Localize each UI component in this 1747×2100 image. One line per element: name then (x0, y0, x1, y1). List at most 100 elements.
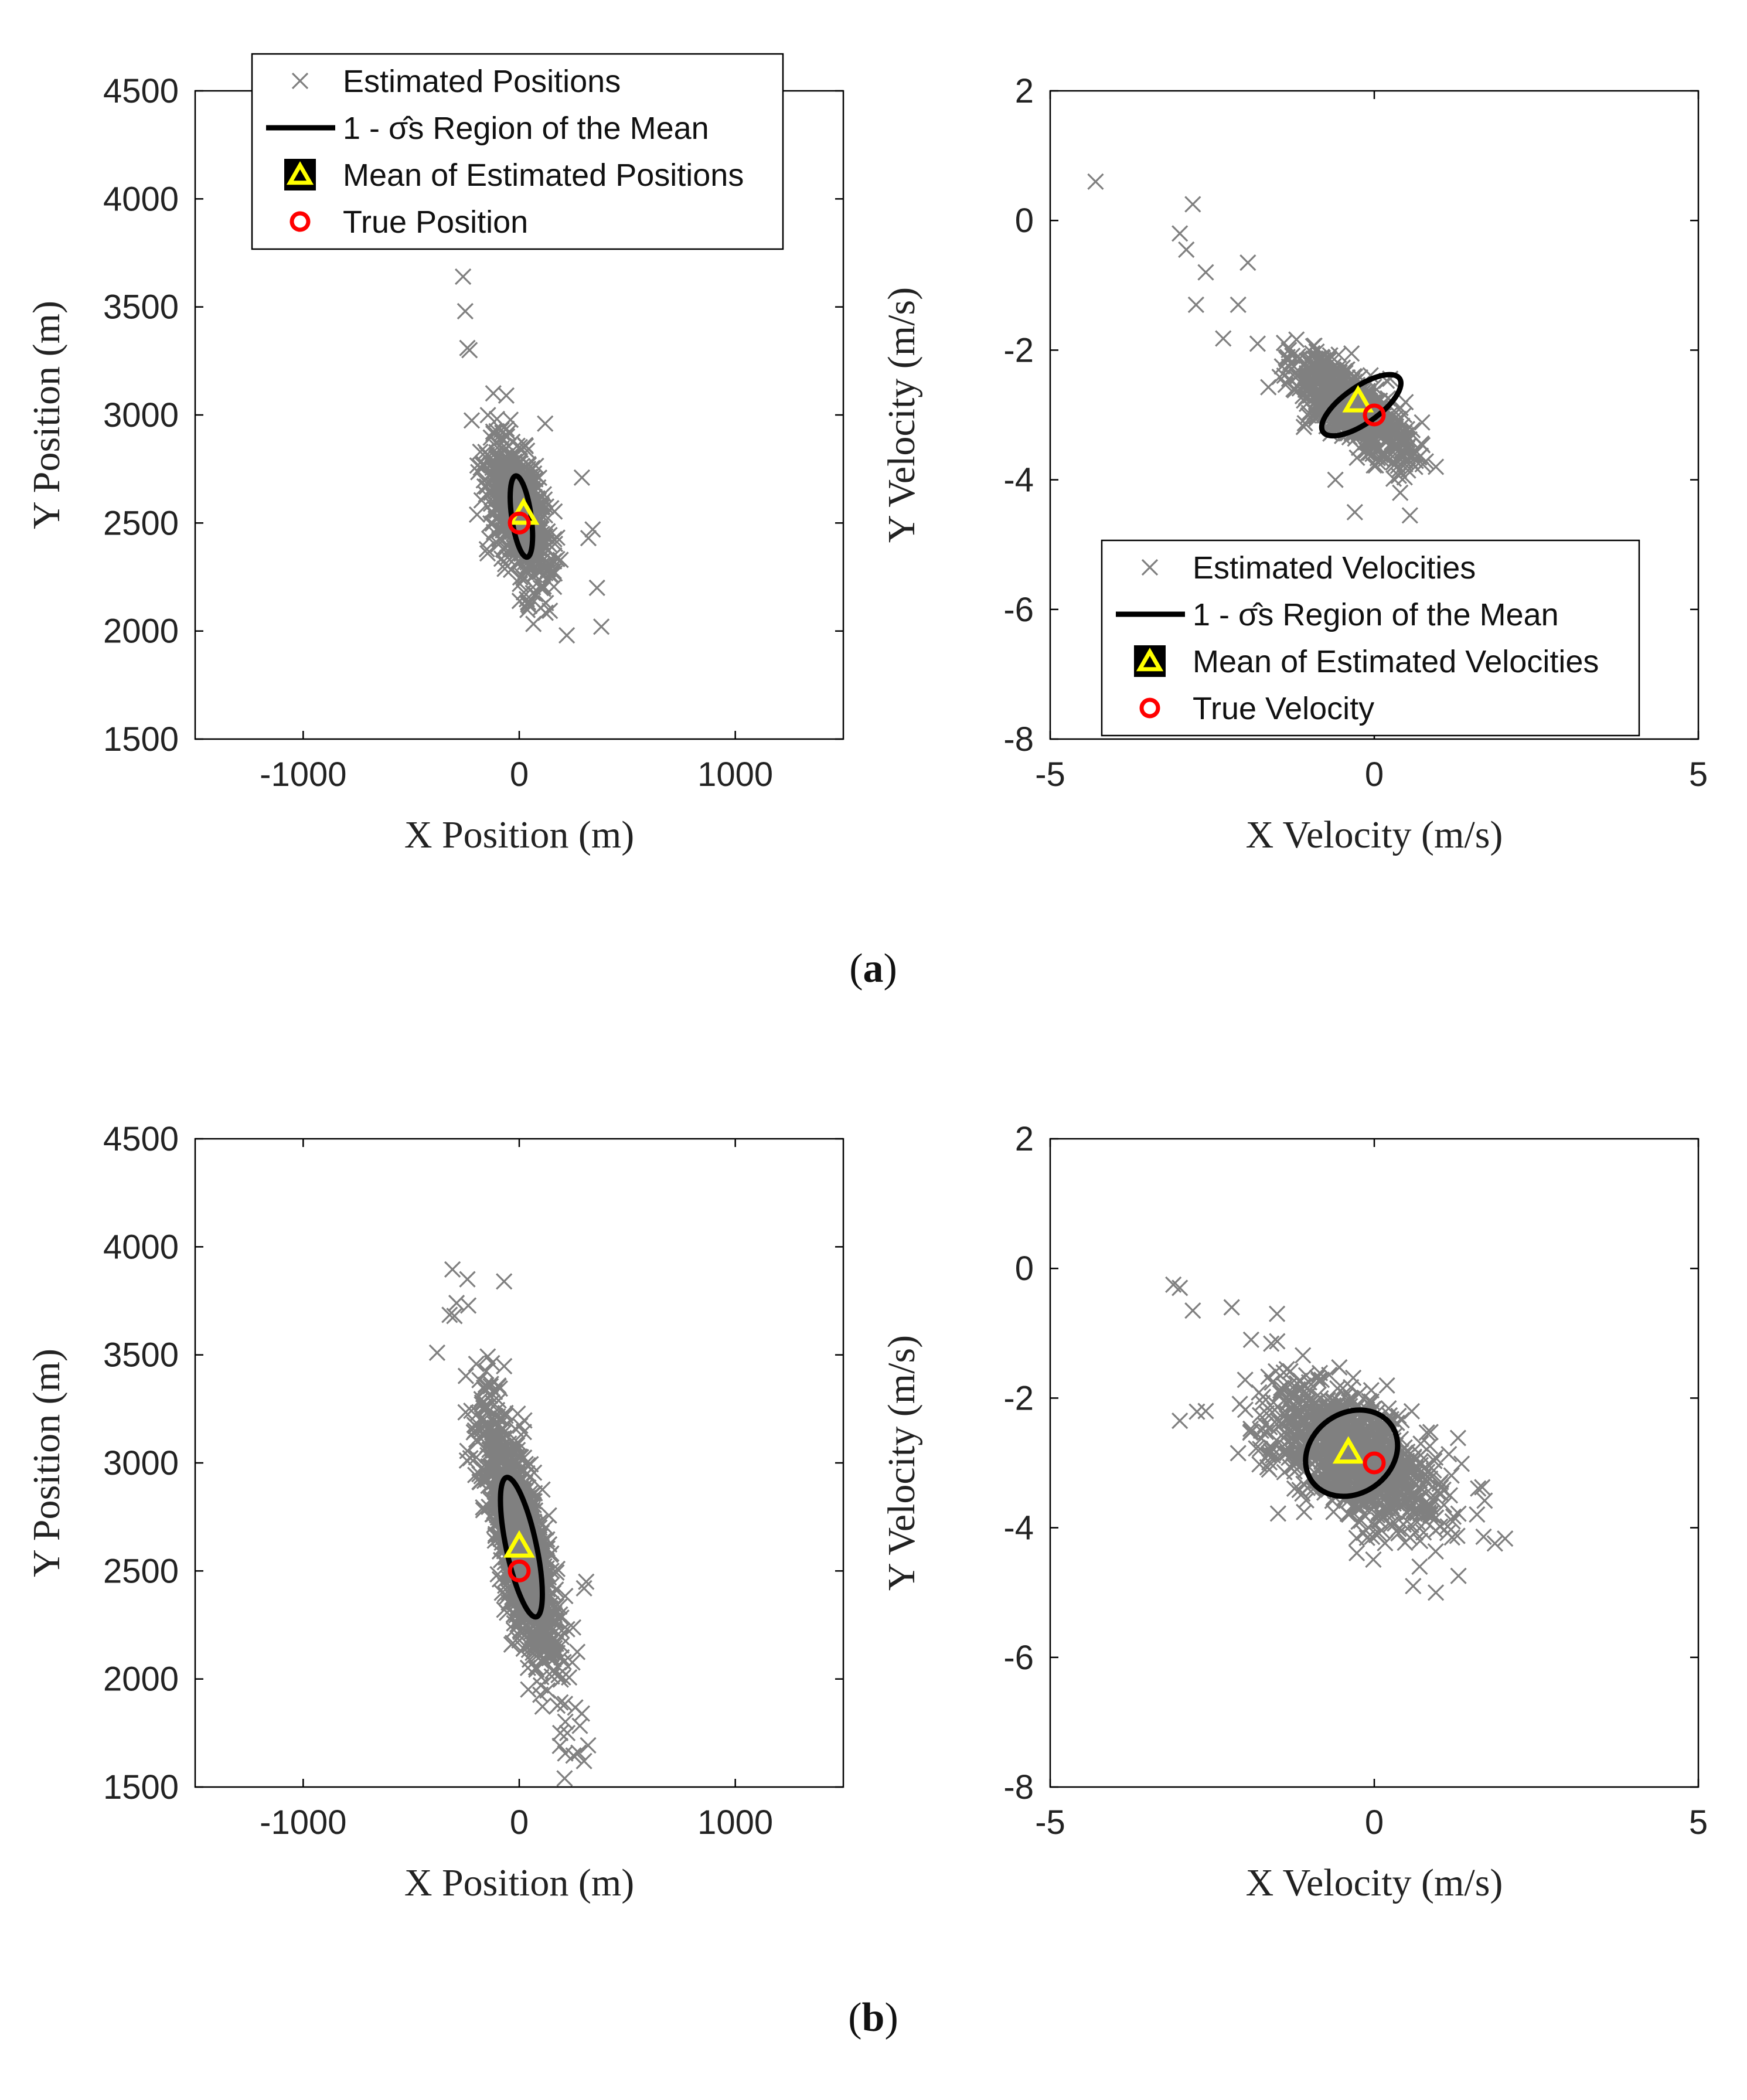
scatter-point (1249, 335, 1266, 352)
scatter-point (493, 440, 510, 457)
scatter-point (1390, 457, 1407, 474)
scatter-point (1402, 454, 1419, 471)
scatter-point (1307, 397, 1325, 414)
legend-circle-icon (290, 211, 311, 232)
legend-entry-label: 1 - σ̂s Region of the Mean (1193, 597, 1559, 632)
scatter-point (1263, 1335, 1280, 1352)
legend-entry-label: Mean of Estimated Velocities (1193, 644, 1599, 679)
scatter-point (1378, 1377, 1395, 1394)
y-tick-label: 3000 (103, 1444, 179, 1482)
y-tick-label: -4 (1003, 461, 1034, 499)
scatter-point (1239, 254, 1256, 271)
scatter-point (455, 268, 472, 285)
scatter-point (1365, 428, 1382, 445)
scatter-point (545, 563, 563, 580)
scatter-point (1172, 1412, 1188, 1430)
scatter-point (462, 1449, 479, 1467)
scatter-point (1411, 1558, 1428, 1575)
scatter-point (512, 1417, 529, 1434)
scatter-point (1288, 331, 1305, 348)
scatter-point (1449, 1527, 1466, 1544)
scatter-point (1187, 296, 1204, 314)
scatter-point (1275, 334, 1293, 352)
scatter-point (1397, 394, 1414, 411)
scatter-points (428, 1261, 597, 1787)
y-axis-label: Y Position (m) (25, 301, 68, 529)
legend-entry-label: 1 - σ̂s Region of the Mean (343, 111, 709, 146)
scatter-point (1087, 173, 1104, 190)
scatter-point (496, 1273, 513, 1290)
scatter-point (1348, 1544, 1365, 1562)
scatter-point (558, 627, 575, 644)
scatter-point (444, 1261, 461, 1278)
panel-label-open: ( (848, 1995, 861, 2040)
scatter-point (1300, 407, 1317, 424)
scatter-point (428, 1344, 446, 1362)
panel-label-close: ) (884, 1995, 898, 2040)
scatter-point (1172, 1279, 1188, 1296)
scatter-point (580, 530, 597, 547)
scatter-point (1453, 1455, 1470, 1472)
scatter-point (537, 498, 555, 515)
legend-x-icon (291, 72, 309, 90)
y-tick-label: 4000 (103, 180, 179, 218)
scatter-point (564, 1619, 582, 1636)
scatter-point (1295, 418, 1312, 435)
scatter-point (1215, 330, 1232, 347)
chart-b-velocity: -5 0 5 -8 -6 -4 -2 0 2 X Velocity (m/s) Y Velocity… (880, 1120, 1708, 1904)
scatter-point (1242, 1331, 1259, 1348)
scatter-point (489, 439, 506, 457)
scatter-point (568, 1643, 586, 1660)
scatter-point (468, 506, 486, 523)
scatter-point (459, 1297, 477, 1314)
scatter-points (455, 268, 610, 644)
x-tick-label: -1000 (260, 1803, 346, 1842)
x-tick-label: 0 (510, 1803, 529, 1842)
x-tick-label: -5 (1035, 1803, 1065, 1842)
scatter-point (1336, 363, 1353, 380)
scatter-point (1184, 196, 1201, 213)
scatter-point (1306, 337, 1323, 354)
scatter-point (478, 478, 495, 495)
scatter-point (491, 1380, 509, 1397)
scatter-point (555, 1653, 572, 1670)
y-tick-label: 1500 (103, 720, 179, 758)
scatter-point (1427, 1543, 1444, 1560)
scatter-point (478, 1363, 495, 1380)
y-tick-label: 4000 (103, 1228, 179, 1266)
scatter-point (475, 1499, 492, 1516)
x-tick-label: 5 (1689, 1803, 1708, 1842)
scatter-point (1223, 1299, 1240, 1316)
scatter-point (457, 1367, 475, 1384)
scatter-point (522, 1456, 539, 1473)
y-tick-label: 3500 (103, 288, 179, 326)
scatter-point (559, 1621, 575, 1638)
scatter-point (1450, 1505, 1467, 1522)
chart-a-velocity: -5 0 5 -8 -6 -4 -2 0 2 X Velocity (m/s) Y Velocity… (880, 72, 1708, 856)
y-tick-label: -8 (1003, 1768, 1034, 1806)
scatter-point (1327, 471, 1344, 488)
scatter-point (1306, 379, 1323, 396)
scatter-point (1197, 1403, 1214, 1420)
scatter-point (1269, 1505, 1286, 1522)
x-tick-label: 0 (510, 755, 529, 794)
scatter-point (533, 496, 550, 513)
scatter-point (559, 1724, 576, 1741)
scatter-point (1443, 1529, 1460, 1546)
x-axis-label: X Position (m) (404, 1861, 634, 1904)
panel-label-close: ) (884, 946, 897, 991)
scatter-point (539, 563, 556, 581)
scatter-point (508, 1607, 525, 1624)
scatter-point (1365, 1551, 1382, 1568)
y-tick-label: 3500 (103, 1336, 179, 1374)
legend-entry-label: Mean of Estimated Positions (343, 158, 744, 193)
scatter-point (1296, 1503, 1313, 1521)
x-tick-label: 5 (1689, 755, 1708, 794)
legend: Estimated Positions 1 - σ̂s Region of the… (251, 53, 784, 250)
scatter-point (1333, 376, 1350, 393)
scatter-point (1346, 503, 1363, 521)
y-tick-label: -2 (1003, 331, 1034, 369)
y-tick-label: -2 (1003, 1379, 1034, 1417)
scatter-point (496, 560, 513, 577)
